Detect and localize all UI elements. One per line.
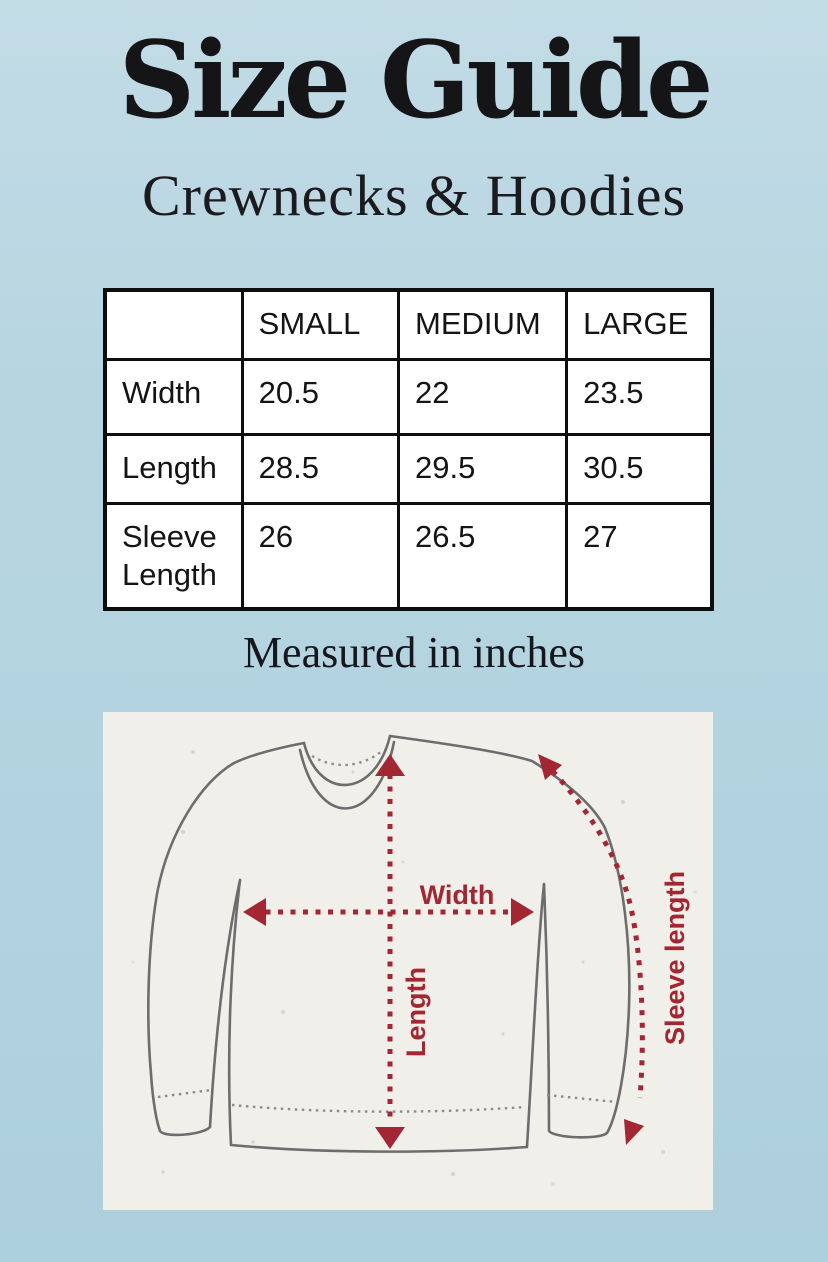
arrowhead-up-left [538, 754, 562, 780]
paper-background [103, 712, 713, 1210]
size-value: 26 [240, 501, 401, 611]
size-value: 20.5 [240, 357, 401, 436]
row-label: Width [103, 357, 244, 436]
arrowhead-down [375, 1127, 405, 1149]
column-header-medium: MEDIUM [397, 288, 569, 361]
arrowhead-down-left [624, 1119, 644, 1145]
back-neckline-dotted-line [311, 750, 383, 767]
column-header-blank [103, 288, 244, 361]
measurement-unit-note: Measured in inches [242, 628, 586, 677]
length-label: Length [401, 967, 431, 1057]
page-subtitle: Crewnecks & Hoodies [141, 163, 687, 228]
right-cuff-dotted-line [546, 1093, 617, 1104]
size-chart-table: SMALL MEDIUM LARGE Width 20.5 22 23.5 Le… [103, 288, 714, 611]
left-sleeve-outline [147, 741, 306, 1137]
table-header-row: SMALL MEDIUM LARGE [103, 288, 714, 361]
page-title: Size Guide [118, 17, 714, 142]
table-row: Width 20.5 22 23.5 [103, 357, 714, 436]
table-row: Length 28.5 29.5 30.5 [103, 432, 714, 505]
row-label: Length [103, 432, 244, 505]
sweater-outline [147, 734, 631, 1153]
size-value: 28.5 [240, 432, 401, 505]
length-arrow [375, 754, 405, 1149]
collar-outer-line [302, 734, 392, 787]
size-value: 30.5 [565, 432, 714, 505]
dotted-seam-lines [157, 750, 617, 1113]
arrowhead-up [375, 754, 405, 776]
arrowhead-right [511, 898, 534, 926]
size-value: 26.5 [397, 501, 569, 611]
table-row: Sleeve Length 26 26.5 27 [103, 501, 714, 611]
sweater-measurement-diagram: Width Length Sleeve length [103, 712, 713, 1210]
measurement-arrows: Width Length Sleeve length [243, 754, 690, 1149]
sleeve-length-label: Sleeve length [660, 871, 690, 1045]
sweater-illustration: Width Length Sleeve length [103, 712, 713, 1210]
hem-dotted-line [231, 1103, 526, 1113]
paper-texture [131, 750, 697, 1186]
size-value: 22 [397, 357, 569, 436]
right-sleeve-outline [388, 734, 631, 1139]
body-outline [227, 878, 546, 1153]
column-header-large: LARGE [565, 288, 714, 361]
width-arrow [243, 898, 534, 926]
sleeve-length-arrow [538, 754, 645, 1145]
arrowhead-left [243, 898, 266, 926]
row-label: Sleeve Length [103, 501, 244, 611]
width-label: Width [420, 880, 495, 910]
left-cuff-dotted-line [157, 1088, 212, 1099]
size-value: 29.5 [397, 432, 569, 505]
size-value: 23.5 [565, 357, 714, 436]
column-header-small: SMALL [240, 288, 401, 361]
size-value: 27 [565, 501, 714, 611]
